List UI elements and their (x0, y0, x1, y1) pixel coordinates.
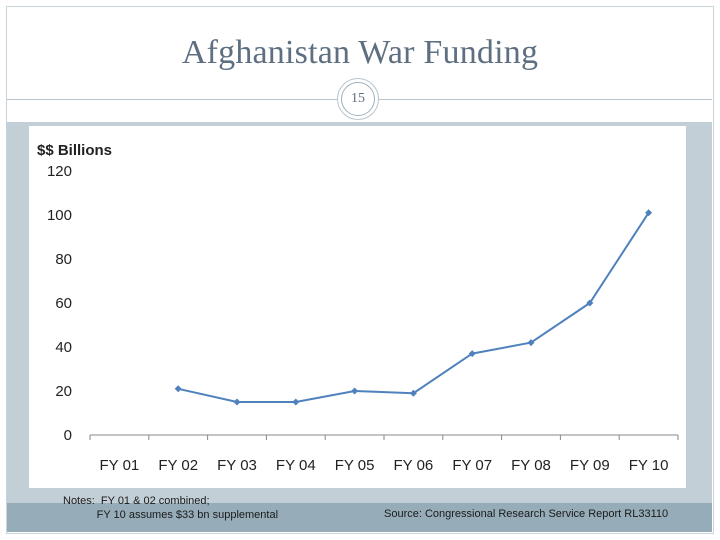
x-tick-label: FY 10 (629, 457, 669, 474)
x-tick-label: FY 07 (452, 457, 492, 474)
y-tick-label: 120 (47, 163, 72, 180)
notes-line-1: Notes: FY 01 & 02 combined; (63, 495, 210, 507)
page-number-badge: 15 (337, 78, 379, 120)
data-point (292, 398, 300, 406)
x-tick-label: FY 04 (276, 457, 316, 474)
data-point (233, 398, 241, 406)
y-tick-label: 100 (47, 207, 72, 224)
data-point (174, 385, 182, 393)
data-point (351, 387, 359, 395)
x-tick-label: FY 09 (570, 457, 610, 474)
x-tick-label: FY 06 (394, 457, 434, 474)
y-tick-label: 40 (55, 339, 72, 356)
y-tick-label: 60 (55, 295, 72, 312)
data-point (645, 209, 653, 217)
page-number-ring: 15 (341, 82, 375, 116)
x-tick-label: FY 03 (217, 457, 257, 474)
y-tick-label: 80 (55, 251, 72, 268)
notes-line-2: FY 10 assumes $33 bn supplemental (63, 509, 279, 521)
x-tick-label: FY 01 (100, 457, 140, 474)
data-point (586, 299, 594, 307)
slide-title: Afghanistan War Funding (181, 34, 539, 71)
notes-text: Notes: FY 01 & 02 combined; FY 10 assume… (63, 494, 278, 522)
data-point (527, 339, 535, 347)
x-tick-label: FY 08 (511, 457, 551, 474)
x-tick-label: FY 05 (335, 457, 375, 474)
footer-bar (7, 503, 712, 532)
data-point (409, 389, 417, 397)
page-number: 15 (351, 91, 365, 106)
chart-svg: $$ Billions 0 20 40 60 80 100 120 FY 01 FY 02 FY… (37, 142, 679, 474)
data-point (468, 350, 476, 358)
y-tick-label: 0 (64, 427, 72, 444)
chart-area: $$ Billions 0 20 40 60 80 100 120 FY 01 FY 02 FY… (29, 126, 686, 488)
series-line (177, 212, 650, 403)
x-tick-label: FY 02 (158, 457, 198, 474)
y-tick-label: 20 (55, 383, 72, 400)
y-axis-label: $$ Billions (37, 142, 112, 159)
source-text: Source: Congressional Research Service R… (384, 508, 669, 520)
